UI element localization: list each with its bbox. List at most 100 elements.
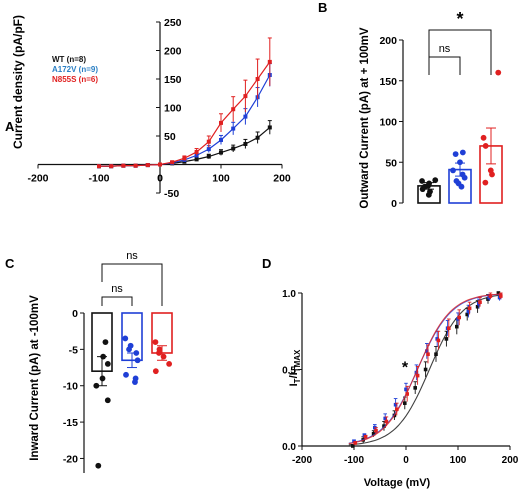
bar-n855s — [151, 312, 173, 375]
panel-d-x-tick-label: -200 — [292, 455, 312, 466]
legend-wt: WT (n=8) — [52, 55, 86, 64]
fit-curve — [348, 293, 503, 445]
data-point — [487, 167, 494, 174]
series-line — [99, 61, 271, 167]
series-line — [99, 74, 271, 167]
data-point — [455, 324, 459, 329]
data-point — [459, 171, 466, 178]
data-point — [459, 149, 466, 156]
data-point — [133, 163, 138, 168]
data-point — [475, 304, 480, 309]
data-point — [158, 162, 162, 167]
data-point — [95, 462, 102, 469]
y-tick-label: 50 — [385, 157, 397, 169]
data-point — [93, 382, 100, 389]
panel-letter-d: D — [262, 256, 271, 271]
data-point — [160, 353, 167, 360]
significance-bracket: ns — [101, 283, 133, 306]
panel-a-x-tick-label: 100 — [212, 173, 230, 185]
bracket-line — [428, 56, 461, 75]
data-point — [255, 135, 260, 140]
significance-label: ns — [111, 283, 123, 295]
data-point — [156, 350, 162, 356]
panel-letter-c: C — [5, 256, 15, 271]
significance-bracket: ns — [428, 43, 461, 75]
data-point — [404, 387, 408, 392]
data-point — [219, 150, 223, 155]
panel-d-series-0 — [348, 291, 503, 448]
data-point — [425, 349, 429, 353]
data-point — [432, 177, 439, 184]
data-point — [152, 339, 159, 345]
data-point — [419, 178, 425, 184]
data-point — [255, 77, 260, 81]
bar-wt — [417, 177, 441, 204]
data-point — [403, 401, 407, 405]
panel-letter-b: B — [318, 0, 327, 15]
y-tick-label: 0 — [72, 308, 78, 320]
panel-d-ylabel: IT/ITMAX — [288, 349, 302, 386]
panel-d-normalized-current-chart: Voltage (mV) IT/ITMAX -200 -100 0 100 200 0.0… — [282, 289, 519, 489]
panel-c-inward-current-chart: Inward Current (pA) at -100mV 0 -5 -10 -15 -… — [29, 250, 173, 473]
panel-a-x-tick-label: -100 — [88, 173, 109, 185]
panel-a-ylabel: Current density (pA/pF) — [11, 15, 25, 149]
panel-a-x-tick-label: 0 — [157, 173, 163, 185]
data-point — [450, 167, 456, 174]
data-point — [444, 337, 449, 341]
y-tick-label: 150 — [379, 76, 397, 88]
panel-a-y-tick-label: 200 — [164, 46, 182, 58]
panel-d-x-tick-label: -100 — [344, 455, 364, 466]
data-point — [267, 125, 272, 130]
data-point — [182, 156, 187, 161]
data-point — [206, 139, 211, 144]
data-point — [145, 163, 150, 168]
panel-a-y-tick-label: -50 — [164, 188, 179, 200]
data-point — [243, 141, 248, 146]
data-point — [457, 159, 463, 166]
data-point — [122, 335, 129, 342]
data-point — [134, 357, 141, 364]
data-point — [467, 306, 472, 311]
panel-d-x-tick-label: 200 — [502, 455, 519, 466]
data-point — [351, 444, 355, 448]
data-point — [97, 164, 101, 169]
data-point — [415, 373, 420, 378]
data-point — [413, 386, 417, 390]
data-point — [427, 188, 433, 195]
data-point — [405, 392, 409, 396]
data-point — [219, 120, 223, 125]
data-point — [132, 379, 138, 385]
data-point — [267, 59, 272, 64]
data-point — [371, 431, 376, 436]
panel-a-series-1 — [97, 63, 272, 169]
panel-a-y-tick-label: 50 — [164, 131, 176, 143]
data-point — [102, 339, 109, 345]
data-point — [231, 126, 236, 131]
data-point — [499, 294, 503, 298]
data-point — [133, 350, 140, 356]
significance-bracket: * — [428, 9, 492, 75]
panel-d-significance-label: * — [402, 360, 409, 377]
data-point — [353, 441, 357, 445]
data-point — [447, 326, 451, 330]
data-point — [384, 419, 389, 424]
data-point — [231, 107, 236, 112]
data-point — [109, 164, 114, 169]
data-point — [104, 397, 111, 404]
data-point — [374, 428, 378, 433]
legend-a172v: A172V (n=9) — [52, 65, 98, 74]
panel-b-ylabel: Outward Current (pA) at + 100mV — [359, 27, 371, 208]
panel-a-y-tick-label: 100 — [164, 103, 182, 115]
panel-d-y-tick-label: 0.5 — [282, 366, 296, 377]
data-point — [465, 312, 469, 317]
panel-d-y-tick-label: 0.0 — [282, 442, 296, 453]
panel-a-y-tick-label: 250 — [164, 17, 182, 29]
panel-b-outward-current-chart: Outward Current (pA) at + 100mV 0 50 100 15… — [359, 9, 503, 210]
y-tick-label: -10 — [63, 381, 78, 393]
data-point — [194, 149, 199, 154]
panel-a-current-density-chart: Current density (pA/pF) WT (n=8) A172V (… — [11, 15, 291, 200]
fit-curve — [348, 294, 503, 446]
data-point — [166, 361, 173, 367]
significance-label: * — [456, 9, 463, 29]
